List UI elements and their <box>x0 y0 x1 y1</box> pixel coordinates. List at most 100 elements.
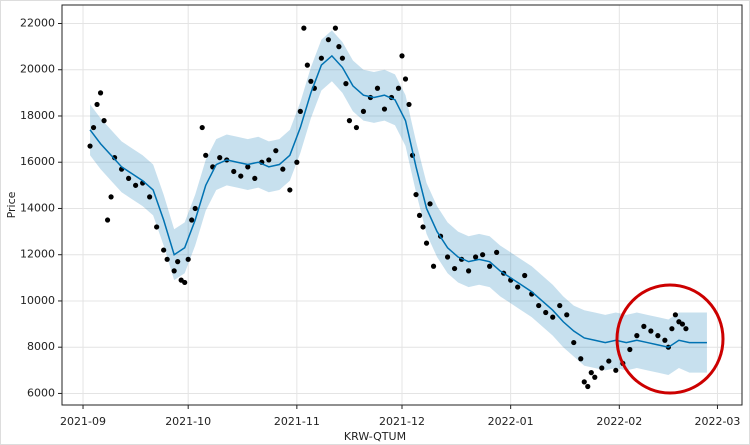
observed-point <box>287 187 293 193</box>
observed-point <box>613 367 619 373</box>
observed-point <box>399 53 405 59</box>
observed-point <box>669 326 675 332</box>
observed-point <box>97 90 104 96</box>
observed-point <box>231 168 237 175</box>
observed-point <box>571 339 577 346</box>
observed-point <box>672 312 679 318</box>
observed-point <box>325 37 331 43</box>
observed-point <box>164 256 170 262</box>
observed-point <box>395 85 402 91</box>
observed-point <box>147 194 153 200</box>
observed-point <box>192 205 198 212</box>
observed-point <box>217 155 223 161</box>
observed-point <box>578 356 584 362</box>
observed-point <box>111 155 118 161</box>
observed-point <box>420 224 426 230</box>
observed-point <box>494 249 500 255</box>
observed-point <box>451 265 458 272</box>
points-layer <box>87 25 689 390</box>
observed-point <box>203 152 209 158</box>
x-tick-label: 2021-11 <box>274 415 320 428</box>
y-tick-label: 12000 <box>20 248 55 261</box>
x-tick-label: 2022-03 <box>694 415 740 428</box>
observed-point <box>487 263 493 269</box>
x-tick-label: 2022-02 <box>596 415 642 428</box>
observed-point <box>430 263 437 269</box>
observed-point <box>238 173 244 179</box>
observed-point <box>308 78 314 84</box>
observed-point <box>416 212 423 219</box>
observed-point <box>648 328 654 334</box>
y-tick-label: 22000 <box>20 16 55 29</box>
observed-point <box>550 314 556 320</box>
observed-point <box>413 191 419 198</box>
uncertainty-band <box>90 30 707 375</box>
observed-point <box>480 252 486 258</box>
y-tick-label: 18000 <box>20 109 55 122</box>
observed-point <box>94 101 100 108</box>
observed-point <box>332 25 339 31</box>
observed-point <box>273 148 279 154</box>
observed-point <box>280 166 286 172</box>
observed-point <box>473 254 479 260</box>
y-tick-label: 14000 <box>20 201 55 214</box>
y-axis-label: Price <box>5 191 18 218</box>
observed-point <box>557 302 563 309</box>
observed-point <box>90 124 97 131</box>
observed-point <box>522 272 528 279</box>
observed-point <box>465 268 472 274</box>
observed-point <box>189 217 195 223</box>
observed-point <box>381 106 388 112</box>
observed-point <box>585 383 591 390</box>
observed-point <box>297 108 303 114</box>
observed-point <box>402 76 409 82</box>
observed-point <box>343 81 349 87</box>
x-tick-label: 2021-12 <box>379 415 425 428</box>
observed-point <box>353 124 360 131</box>
y-tick-label: 20000 <box>20 63 55 76</box>
observed-point <box>683 326 689 332</box>
y-tick-label: 16000 <box>20 155 55 168</box>
observed-point <box>199 124 205 131</box>
axes: 6000 8000 10000 12000 14000 16000 18000 20000 22… <box>20 16 740 428</box>
observed-point <box>588 370 594 376</box>
observed-point <box>318 55 324 61</box>
observed-point <box>175 259 181 265</box>
observed-point <box>679 321 686 327</box>
observed-point <box>406 101 412 108</box>
observed-point <box>171 268 177 274</box>
observed-point <box>655 333 661 339</box>
observed-point <box>444 254 451 260</box>
observed-point <box>108 194 114 200</box>
observed-point <box>252 175 258 182</box>
observed-point <box>423 240 430 246</box>
x-axis-label: KRW-QTUM <box>344 430 406 443</box>
observed-point <box>543 309 549 316</box>
y-tick-label: 8000 <box>27 340 55 353</box>
observed-point <box>104 217 111 223</box>
observed-point <box>336 44 342 50</box>
observed-point <box>294 159 300 165</box>
observed-point <box>87 143 93 149</box>
observed-point <box>427 201 433 207</box>
grid <box>62 5 742 405</box>
observed-point <box>133 182 139 188</box>
observed-point <box>266 157 272 163</box>
observed-point <box>515 284 521 290</box>
observed-point <box>581 379 587 385</box>
observed-point <box>101 118 107 124</box>
y-tick-label: 6000 <box>27 386 55 399</box>
observed-point <box>627 346 633 353</box>
x-tick-label: 2021-10 <box>165 415 211 428</box>
observed-point <box>185 256 191 262</box>
observed-point <box>599 365 605 371</box>
band-layer <box>90 30 707 375</box>
observed-point <box>346 118 353 124</box>
observed-point <box>592 374 598 380</box>
y-tick-label: 10000 <box>20 294 55 307</box>
observed-point <box>301 25 307 31</box>
observed-point <box>360 108 367 114</box>
